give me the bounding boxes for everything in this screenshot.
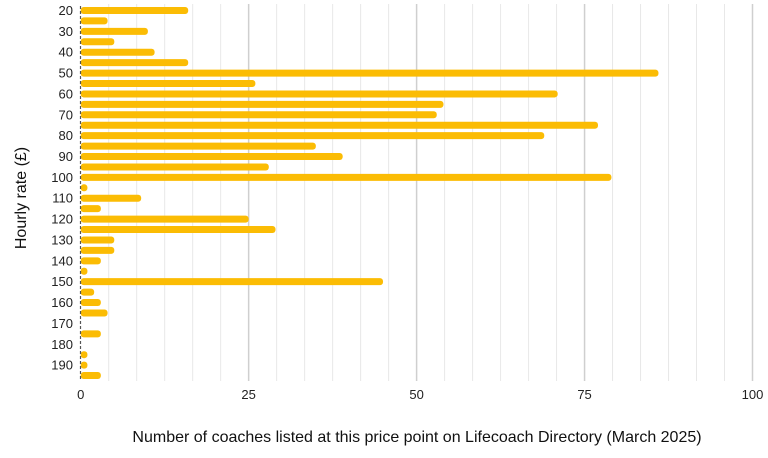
y-tick-label: 110 [52, 191, 73, 206]
bar-135 [80, 246, 115, 254]
y-tick-label: 30 [59, 24, 73, 39]
x-tick-label: 50 [409, 387, 423, 402]
x-tick-labels: 0 25 50 75 100 [77, 387, 763, 402]
bar-35 [80, 38, 115, 46]
bar-30 [80, 27, 148, 35]
y-tick-label: 180 [51, 337, 73, 352]
x-tick-label: 100 [742, 387, 764, 402]
x-tick-label: 0 [77, 387, 84, 402]
y-tick-label: 40 [59, 45, 73, 60]
bar-130 [80, 236, 115, 244]
bar-50 [80, 69, 659, 77]
bar-160 [80, 299, 101, 307]
bar-195 [80, 372, 101, 380]
y-tick-label: 190 [51, 358, 73, 373]
y-tick-label: 50 [59, 66, 73, 81]
y-tick-label: 150 [51, 274, 73, 289]
x-axis-title: Number of coaches listed at this price p… [132, 429, 701, 446]
x-tick-label: 75 [577, 387, 591, 402]
y-tick-label: 130 [51, 232, 73, 247]
bar-150 [80, 278, 384, 286]
gridlines [108, 4, 754, 381]
bar-125 [80, 226, 276, 234]
bar-95 [80, 163, 269, 171]
bar-120 [80, 215, 249, 223]
y-tick-label: 70 [59, 107, 73, 122]
bar-60 [80, 90, 558, 98]
y-tick-label: 140 [51, 253, 73, 268]
bars [80, 7, 659, 380]
bar-190 [80, 361, 88, 369]
bar-145 [80, 267, 88, 275]
y-tick-label: 100 [51, 170, 73, 185]
y-tick-label: 170 [51, 316, 73, 331]
bar-55 [80, 80, 256, 88]
y-tick-label: 160 [51, 295, 73, 310]
bar-185 [80, 351, 88, 359]
bar-105 [80, 184, 88, 192]
y-tick-labels: 20 30 40 50 60 70 80 90 100 110 120 130 140 150 160 170… [51, 3, 73, 373]
bar-100 [80, 173, 612, 181]
bar-80 [80, 132, 545, 140]
bar-25 [80, 17, 108, 25]
y-tick-label: 120 [51, 212, 73, 227]
bar-40 [80, 48, 155, 56]
y-tick-label: 20 [59, 3, 73, 18]
y-axis-title: Hourly rate (£) [13, 147, 30, 249]
bar-165 [80, 309, 108, 317]
bar-140 [80, 257, 101, 265]
y-tick-label: 80 [59, 128, 73, 143]
bar-115 [80, 205, 101, 213]
bar-110 [80, 194, 142, 202]
bar-175 [80, 330, 101, 338]
bar-70 [80, 111, 437, 119]
bar-75 [80, 121, 598, 129]
bar-155 [80, 288, 95, 296]
y-tick-label: 60 [59, 86, 73, 101]
y-tick-label: 90 [59, 149, 73, 164]
bar-85 [80, 142, 316, 150]
bar-65 [80, 100, 444, 108]
x-tick-label: 25 [241, 387, 255, 402]
bar-90 [80, 153, 343, 161]
bar-20 [80, 7, 189, 14]
bar-45 [80, 59, 189, 67]
